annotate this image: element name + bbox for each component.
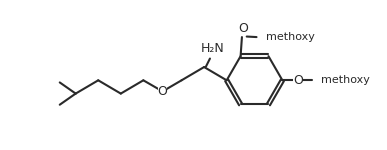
Text: O: O	[238, 22, 248, 35]
Text: methoxy: methoxy	[321, 75, 370, 85]
Text: methoxy: methoxy	[266, 32, 315, 42]
Text: H₂N: H₂N	[201, 42, 224, 55]
Text: O: O	[158, 85, 168, 98]
Text: O: O	[293, 74, 303, 87]
